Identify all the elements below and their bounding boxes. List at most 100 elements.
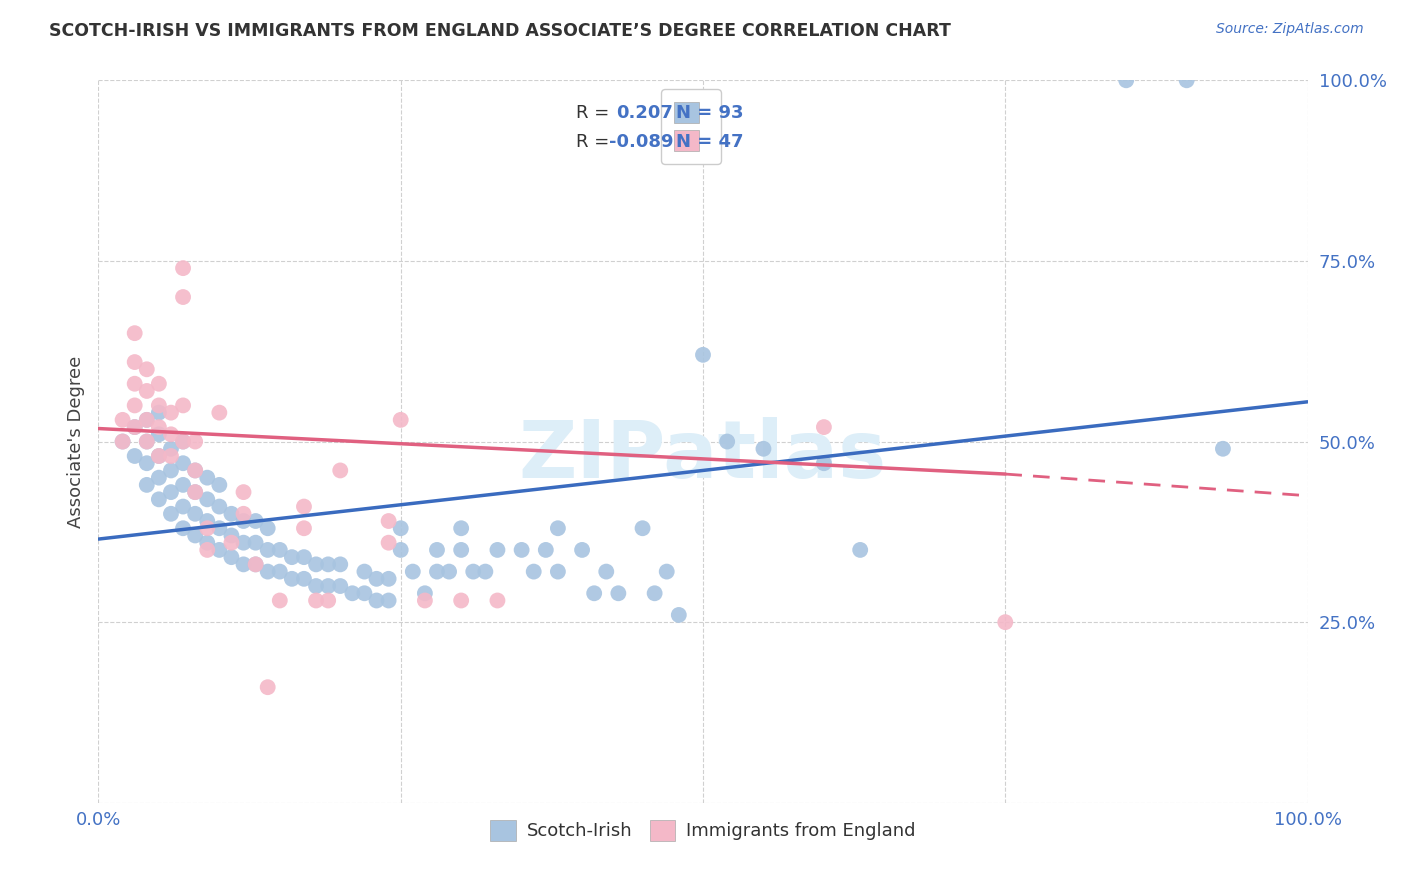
Point — [281, 550, 304, 565]
Point — [172, 398, 194, 412]
Point — [245, 535, 267, 549]
Point — [195, 470, 218, 484]
Point — [256, 565, 278, 579]
Point — [353, 565, 375, 579]
Point — [316, 579, 339, 593]
Point — [305, 579, 328, 593]
Point — [437, 565, 460, 579]
Point — [221, 550, 243, 565]
Point — [1212, 442, 1234, 456]
Point — [148, 427, 170, 442]
Point — [208, 406, 231, 420]
Point — [402, 565, 425, 579]
Point — [148, 420, 170, 434]
Point — [208, 500, 231, 514]
Point — [692, 348, 714, 362]
Point — [172, 521, 194, 535]
Point — [571, 542, 593, 557]
Point — [486, 542, 509, 557]
Point — [135, 384, 157, 398]
Point — [135, 434, 157, 449]
Point — [172, 500, 194, 514]
Point — [389, 542, 412, 557]
Point — [486, 593, 509, 607]
Point — [160, 406, 183, 420]
Point — [184, 528, 207, 542]
Point — [232, 514, 254, 528]
Point — [292, 572, 315, 586]
Point — [160, 449, 183, 463]
Point — [232, 558, 254, 572]
Point — [329, 558, 352, 572]
Point — [245, 514, 267, 528]
Point — [245, 558, 267, 572]
Point — [160, 463, 183, 477]
Point — [195, 542, 218, 557]
Point — [172, 478, 194, 492]
Text: -0.089: -0.089 — [609, 133, 673, 151]
Point — [135, 434, 157, 449]
Point — [124, 376, 146, 391]
Text: R =: R = — [576, 103, 609, 122]
Text: N = 47: N = 47 — [676, 133, 744, 151]
Point — [124, 420, 146, 434]
Point — [232, 507, 254, 521]
Point — [426, 565, 449, 579]
Point — [316, 593, 339, 607]
Point — [994, 615, 1017, 630]
Point — [450, 542, 472, 557]
Point — [160, 442, 183, 456]
Point — [184, 485, 207, 500]
Point — [124, 326, 146, 340]
Point — [269, 542, 291, 557]
Point — [232, 485, 254, 500]
Point — [184, 463, 207, 477]
Point — [413, 586, 436, 600]
Point — [172, 261, 194, 276]
Point — [111, 434, 134, 449]
Point — [124, 449, 146, 463]
Point — [305, 593, 328, 607]
Text: 0.207: 0.207 — [616, 103, 673, 122]
Point — [463, 565, 485, 579]
Point — [195, 535, 218, 549]
Point — [172, 434, 194, 449]
Point — [160, 485, 183, 500]
Point — [172, 290, 194, 304]
Point — [849, 542, 872, 557]
Point — [148, 449, 170, 463]
Point — [148, 470, 170, 484]
Point — [195, 492, 218, 507]
Point — [292, 500, 315, 514]
Point — [160, 507, 183, 521]
Text: SCOTCH-IRISH VS IMMIGRANTS FROM ENGLAND ASSOCIATE’S DEGREE CORRELATION CHART: SCOTCH-IRISH VS IMMIGRANTS FROM ENGLAND … — [49, 22, 950, 40]
Point — [148, 492, 170, 507]
Text: Source: ZipAtlas.com: Source: ZipAtlas.com — [1216, 22, 1364, 37]
Point — [172, 434, 194, 449]
Point — [148, 376, 170, 391]
Point — [135, 456, 157, 470]
Point — [377, 593, 399, 607]
Point — [281, 572, 304, 586]
Point — [124, 398, 146, 412]
Point — [366, 593, 388, 607]
Point — [377, 514, 399, 528]
Point — [208, 521, 231, 535]
Point — [716, 434, 738, 449]
Point — [353, 586, 375, 600]
Point — [316, 558, 339, 572]
Point — [148, 449, 170, 463]
Point — [256, 542, 278, 557]
Point — [292, 521, 315, 535]
Point — [221, 528, 243, 542]
Point — [389, 413, 412, 427]
Point — [208, 478, 231, 492]
Point — [111, 413, 134, 427]
Point — [329, 463, 352, 477]
Point — [160, 427, 183, 442]
Point — [389, 521, 412, 535]
Y-axis label: Associate's Degree: Associate's Degree — [66, 355, 84, 528]
Point — [245, 558, 267, 572]
Point — [655, 565, 678, 579]
Point — [292, 550, 315, 565]
